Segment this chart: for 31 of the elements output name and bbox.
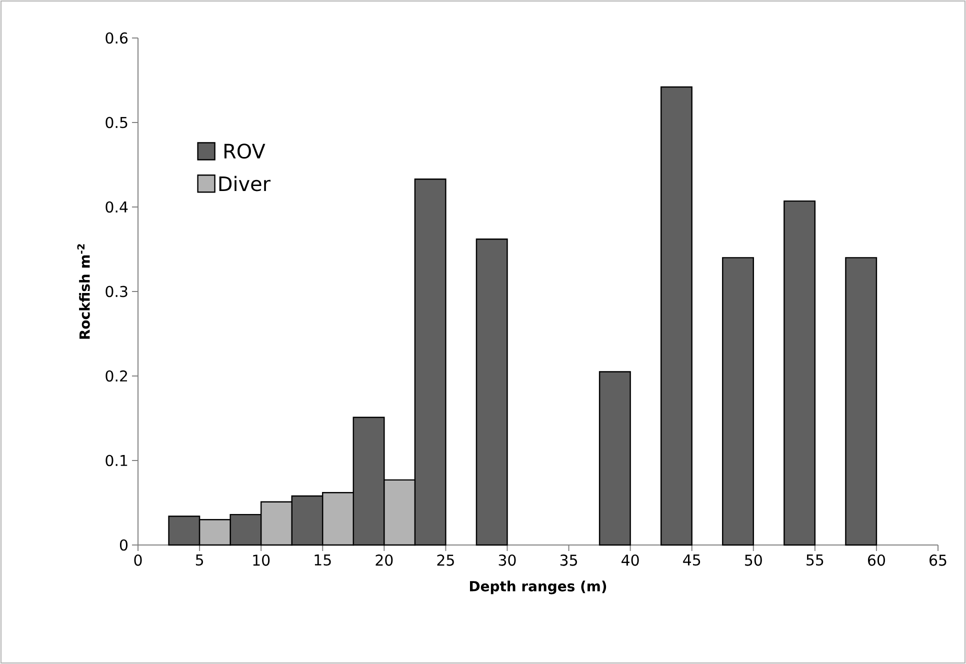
- x-tick-label: 25: [437, 554, 454, 566]
- y-tick-label: 0.6: [106, 32, 128, 44]
- legend-label: Diver: [219, 176, 271, 192]
- x-tick-label: 40: [622, 554, 639, 566]
- bar: [660, 86, 692, 546]
- y-tick-label: 0: [120, 539, 128, 551]
- y-tick-label: 0.4: [106, 201, 128, 213]
- legend-label: ROV: [224, 144, 266, 159]
- y-tick-label: 0.1: [106, 454, 128, 466]
- y-tick-label: 0.3: [106, 286, 128, 298]
- bar: [476, 238, 508, 546]
- x-tick-label: 45: [683, 554, 700, 566]
- x-tick-label: 35: [560, 554, 577, 566]
- bar: [722, 257, 754, 546]
- x-tick-label: 20: [376, 554, 393, 566]
- y-tick-label: 0.2: [106, 370, 127, 382]
- x-tick-label: 60: [868, 554, 885, 566]
- x-tick-label: 30: [498, 554, 516, 566]
- y-axis-title: Rockfish m$^{-2}$: [77, 244, 90, 339]
- bar: [845, 257, 878, 546]
- x-tick-label: 0: [134, 554, 142, 566]
- x-tick-label: 65: [930, 554, 946, 566]
- bar: [598, 371, 631, 546]
- x-tick-label: 55: [806, 554, 824, 566]
- x-tick-label: 5: [196, 554, 203, 566]
- y-tick-label: 0.5: [106, 116, 128, 128]
- x-axis-title: Depth ranges (m): [470, 580, 606, 594]
- x-tick-label: 50: [745, 554, 762, 566]
- x-tick-label: 10: [253, 554, 270, 566]
- x-tick-label: 15: [314, 554, 331, 566]
- bar: [784, 200, 816, 546]
